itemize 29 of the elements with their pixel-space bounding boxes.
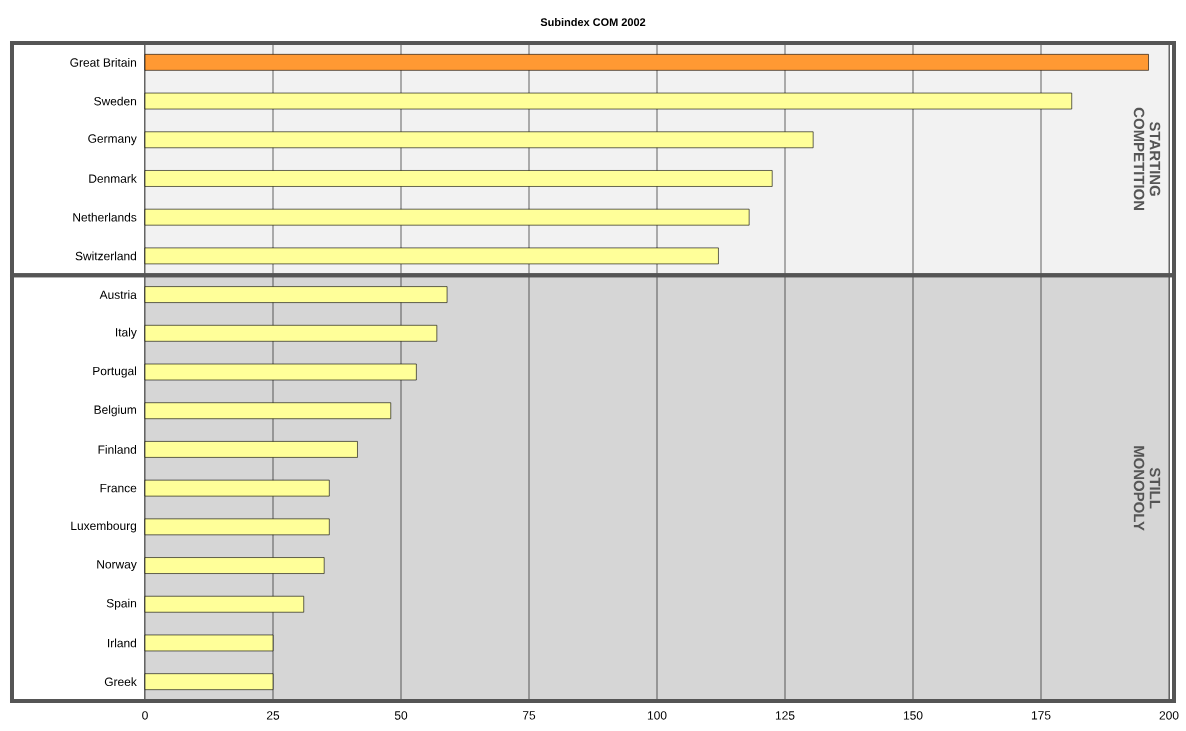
y-tick-label: Austria [99,290,137,299]
x-tick-label: 150 [903,711,923,720]
y-tick-label: Norway [97,560,137,571]
band-label: STARTING COMPETITION [1133,107,1161,211]
x-tick-label: 50 [394,711,408,720]
y-tick-label: Greek [104,677,137,687]
y-tick-label: Italy [116,327,137,339]
x-tick-label: 125 [775,711,795,720]
x-tick-label: 75 [522,711,536,720]
chart-title: Subindex COM 2002 [540,17,646,27]
band-label: STILL MONOPOLY [1133,446,1161,531]
x-tick-label: 200 [1159,711,1179,720]
y-tick-label: Germany [88,134,137,146]
x-tick-label: 0 [142,711,148,720]
y-tick-label: Switzerland [75,251,137,261]
y-tick-label: Spain [106,598,137,610]
y-tick-label: Irland [108,638,137,648]
y-tick-label: Portugal [93,366,137,378]
y-tick-label: Finland [98,445,137,454]
x-tick-label: 100 [647,711,667,720]
y-tick-label: Sweden [94,96,137,106]
y-tick-label: Belgium [94,405,137,417]
y-tick-label: Denmark [89,174,137,183]
y-tick-label: Great Britain [70,57,137,67]
y-tick-label: Luxembourg [71,521,137,533]
x-tick-label: 175 [1031,711,1051,720]
y-tick-label: Netherlands [73,212,137,222]
x-tick-label: 25 [266,711,280,720]
y-tick-label: France [100,483,137,493]
